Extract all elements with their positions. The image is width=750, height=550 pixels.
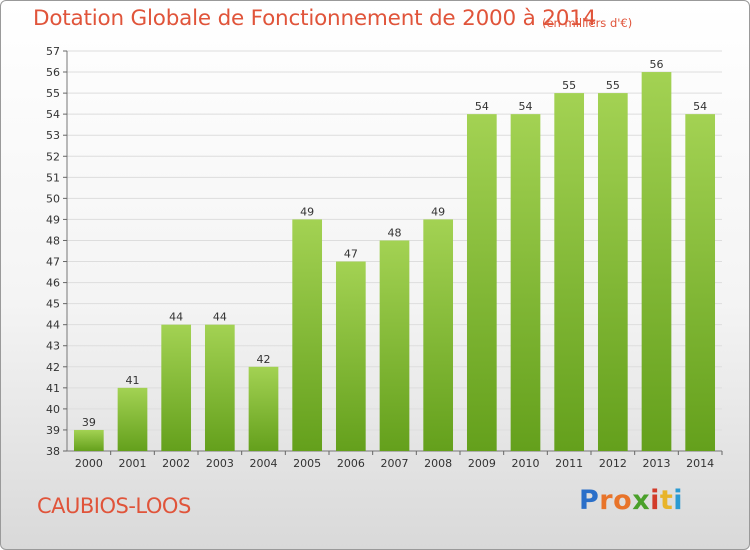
bar-value-label: 48	[388, 226, 402, 239]
y-tick-label: 57	[46, 45, 60, 58]
bar-value-label: 47	[344, 248, 358, 261]
commune-name: CAUBIOS-LOOS	[37, 494, 191, 518]
y-tick-label: 50	[46, 192, 60, 205]
x-tick-label: 2008	[424, 457, 452, 470]
y-tick-label: 48	[46, 234, 60, 247]
chart-unit: (en milliers d'€)	[542, 16, 633, 30]
y-tick-label: 44	[46, 319, 60, 332]
bar-value-label: 49	[431, 205, 445, 218]
logo-letter: i	[673, 485, 684, 516]
logo-letter: t	[659, 485, 674, 516]
y-tick-label: 43	[46, 340, 60, 353]
logo-letter: i	[650, 485, 660, 516]
x-tick-label: 2014	[686, 457, 714, 470]
y-tick-label: 55	[46, 87, 60, 100]
bar-value-label: 55	[562, 79, 576, 92]
y-tick-label: 42	[46, 361, 60, 374]
bar-2007	[379, 240, 410, 451]
bar-value-label: 44	[213, 311, 227, 324]
x-tick-label: 2004	[250, 457, 278, 470]
x-tick-label: 2000	[75, 457, 103, 470]
chart-title: Dotation Globale de Fonctionnement de 20…	[33, 6, 597, 31]
logo-letter: P	[579, 485, 600, 516]
bar-2011	[554, 93, 585, 452]
x-tick-label: 2009	[468, 457, 496, 470]
bar-2002	[161, 324, 192, 451]
bars	[73, 72, 716, 452]
bar-2008	[423, 219, 454, 451]
bar-value-label: 56	[650, 58, 664, 71]
bar-2001	[117, 387, 148, 451]
x-tick-label: 2010	[512, 457, 540, 470]
bar-2010	[510, 114, 541, 451]
proxiti-logo: Proxiti	[579, 485, 683, 516]
logo-letter: x	[632, 485, 651, 516]
x-tick-label: 2011	[555, 457, 583, 470]
x-tick-label: 2006	[337, 457, 365, 470]
x-tick-label: 2005	[293, 457, 321, 470]
bar-2014	[685, 114, 716, 451]
y-tick-label: 52	[46, 150, 60, 163]
bar-value-label: 41	[126, 374, 140, 387]
bar-2005	[292, 219, 323, 451]
bar-2000	[73, 429, 104, 451]
y-tick-label: 51	[46, 171, 60, 184]
y-tick-label: 38	[46, 445, 60, 458]
y-tick-label: 47	[46, 256, 60, 269]
y-tick-label: 46	[46, 277, 60, 290]
y-tick-label: 45	[46, 298, 60, 311]
x-tick-label: 2003	[206, 457, 234, 470]
x-axis-ticks: 2000 2001 2002 2003 2004 2005 2006 2007 2008 2009…	[75, 451, 723, 470]
bar-2004	[248, 366, 279, 451]
bar-value-label: 55	[606, 79, 620, 92]
x-tick-label: 2001	[119, 457, 147, 470]
logo-letter: r	[599, 485, 614, 516]
bar-value-label: 39	[82, 416, 96, 429]
x-tick-label: 2002	[162, 457, 190, 470]
bar-value-label: 49	[300, 205, 314, 218]
bar-value-label: 54	[475, 100, 489, 113]
bar-value-label: 44	[169, 311, 183, 324]
y-axis-ticks: 38 39 40 41 42 43 44 45 46 47 48 49 50 51 52 53 54 55 56 57	[46, 45, 67, 458]
y-tick-label: 56	[46, 66, 60, 79]
bar-2006	[335, 261, 366, 451]
bar-2012	[597, 93, 628, 452]
bar-value-label: 54	[693, 100, 707, 113]
bar-2013	[641, 72, 672, 451]
bar-value-label: 42	[257, 353, 271, 366]
y-tick-label: 39	[46, 424, 60, 437]
x-tick-label: 2007	[381, 457, 409, 470]
y-tick-label: 41	[46, 382, 60, 395]
bar-2009	[466, 114, 497, 451]
y-tick-label: 53	[46, 129, 60, 142]
x-tick-label: 2013	[643, 457, 671, 470]
bar-value-labels: 39 41 44 44 42 49 47 48 49 54 54 55 55 56 54	[82, 58, 707, 429]
y-tick-label: 40	[46, 403, 60, 416]
x-tick-label: 2012	[599, 457, 627, 470]
logo-letter: o	[613, 485, 633, 516]
bar-value-label: 54	[519, 100, 533, 113]
y-tick-label: 54	[46, 108, 60, 121]
y-tick-label: 49	[46, 213, 60, 226]
bar-2003	[204, 324, 235, 451]
